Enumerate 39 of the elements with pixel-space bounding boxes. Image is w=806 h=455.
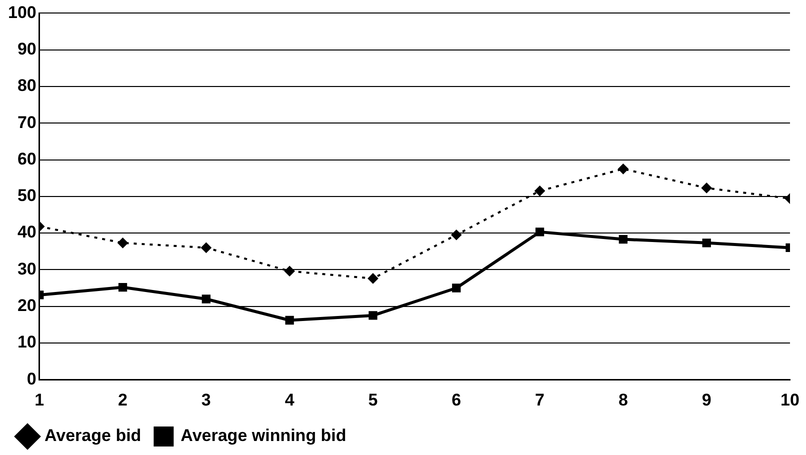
x-tick-label: 1 xyxy=(34,390,44,410)
point xyxy=(118,282,128,292)
y-tick-label: 60 xyxy=(17,149,36,168)
y-tick-label: 30 xyxy=(17,259,36,278)
point xyxy=(451,230,462,240)
point xyxy=(535,228,544,236)
y-tick-label: 10 xyxy=(17,332,36,352)
point xyxy=(452,284,461,292)
point xyxy=(702,182,712,193)
y-tick-label: 20 xyxy=(17,296,36,316)
x-tick-label: 4 xyxy=(284,390,295,410)
point xyxy=(201,242,212,253)
x-tick-label: 7 xyxy=(535,390,545,410)
y-tick-label: 90 xyxy=(17,40,36,59)
x-tick-label: 6 xyxy=(452,390,462,410)
x-tick-label: 5 xyxy=(368,390,378,410)
point xyxy=(368,311,378,320)
point xyxy=(702,238,711,248)
legend-label: Average winning bid xyxy=(180,426,346,446)
y-tick-label: 0 xyxy=(26,369,36,388)
legend-label: Average bid xyxy=(44,426,142,446)
x-tick-label: 2 xyxy=(118,390,128,410)
point xyxy=(618,164,628,174)
point xyxy=(368,273,378,284)
y-tick-label: 100 xyxy=(8,2,36,22)
y-tick-label: 70 xyxy=(17,112,36,132)
point xyxy=(618,234,628,244)
point xyxy=(534,186,545,196)
x-tick-label: 8 xyxy=(618,390,628,410)
x-tick-label: 9 xyxy=(702,390,712,410)
point xyxy=(202,294,210,304)
y-tick-label: 80 xyxy=(17,76,36,96)
x-tick-label: 10 xyxy=(780,390,800,410)
point xyxy=(285,316,294,325)
point xyxy=(118,238,128,248)
y-tick-label: 50 xyxy=(17,186,36,206)
x-tick-label: 3 xyxy=(201,390,211,410)
point xyxy=(284,266,295,276)
y-tick-label: 40 xyxy=(17,222,36,242)
